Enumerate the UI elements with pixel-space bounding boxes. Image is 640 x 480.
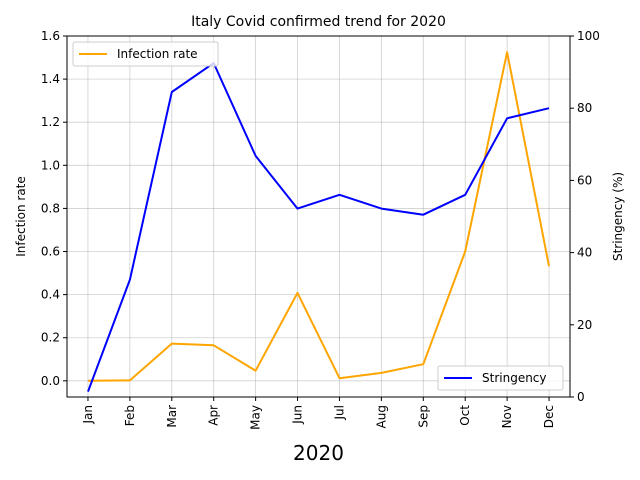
- legend-box: [72, 41, 219, 67]
- x-axis-title: 2020: [293, 441, 344, 465]
- right-y-tick-label: 40: [577, 246, 592, 260]
- legend-stringency: Stringency: [437, 365, 564, 391]
- chart-title: Italy Covid confirmed trend for 2020: [191, 14, 446, 30]
- left-y-tick-label: 0.6: [41, 245, 60, 259]
- left-y-tick-label: 1.2: [41, 115, 60, 129]
- left-y-tick-label: 0.4: [41, 288, 60, 302]
- legend-infection-rate: Infection rate: [72, 41, 219, 67]
- right-y-tick-label: 20: [577, 318, 592, 332]
- plot-frame: [66, 35, 571, 398]
- series-line-stringency: [87, 62, 550, 392]
- legend-box: [437, 365, 564, 391]
- left-y-tick-label: 0.8: [41, 201, 60, 215]
- x-tick-label: Sep: [416, 405, 430, 428]
- x-tick-label: Nov: [500, 405, 514, 428]
- right-y-tick-label: 60: [577, 173, 592, 187]
- series-line-infection-rate: [87, 51, 550, 382]
- right-y-axis: 0 20 40 60 80 100: [570, 29, 600, 404]
- left-y-axis: 0.0 0.2 0.4 0.6 0.8 1.0 1.2 1.4 1.6: [41, 29, 67, 388]
- left-y-tick-label: 1.4: [41, 72, 60, 86]
- x-axis: Jan Feb Mar Apr May Jun Jul Aug Sep Oct Nov Dec: [81, 397, 556, 430]
- left-y-tick-label: 0.0: [41, 374, 60, 388]
- x-tick-label: Jun: [291, 405, 305, 425]
- legend-label-infection-rate: Infection rate: [117, 47, 198, 61]
- x-tick-label: Dec: [542, 405, 556, 428]
- right-y-tick-label: 80: [577, 101, 592, 115]
- x-tick-label: Mar: [165, 405, 179, 428]
- x-tick-label: Oct: [458, 405, 472, 426]
- left-y-tick-label: 0.2: [41, 331, 60, 345]
- x-tick-label: Jan: [81, 405, 95, 425]
- x-tick-label: Feb: [123, 405, 137, 426]
- right-y-axis-title: Stringency (%): [611, 172, 625, 261]
- grid: [67, 35, 570, 397]
- right-y-tick-label: 0: [577, 390, 585, 404]
- left-y-tick-label: 1.6: [41, 29, 60, 43]
- series-lines: [87, 51, 550, 392]
- left-y-tick-label: 1.0: [41, 158, 60, 172]
- x-tick-label: Aug: [374, 405, 388, 428]
- left-y-axis-title: Infection rate: [14, 176, 28, 257]
- x-tick-label: Apr: [207, 405, 221, 426]
- right-y-tick-label: 100: [577, 29, 600, 43]
- legend-label-stringency: Stringency: [482, 371, 547, 385]
- x-tick-label: May: [249, 405, 263, 430]
- x-tick-label: Jul: [332, 405, 346, 420]
